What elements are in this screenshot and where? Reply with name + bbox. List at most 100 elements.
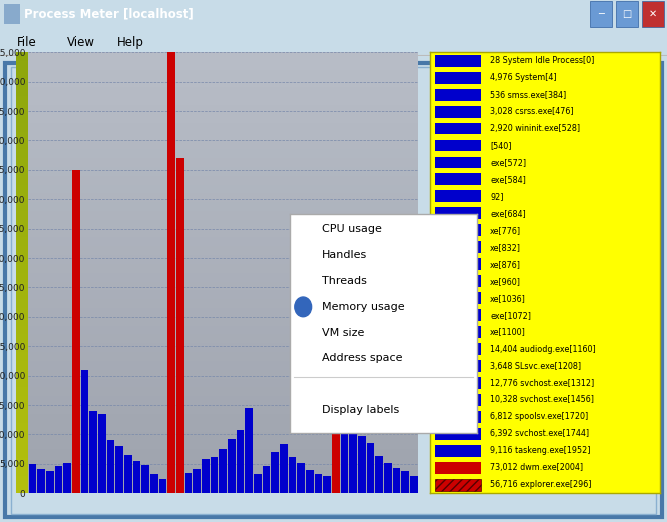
Bar <box>16 361 28 370</box>
Bar <box>28 476 418 484</box>
Bar <box>16 185 28 193</box>
Bar <box>16 317 28 326</box>
Bar <box>16 88 28 96</box>
Bar <box>16 140 28 149</box>
Bar <box>16 52 28 61</box>
Bar <box>28 61 418 70</box>
Bar <box>219 449 227 493</box>
Bar <box>28 414 418 423</box>
Bar <box>435 157 481 169</box>
Bar <box>28 96 418 105</box>
Bar <box>28 193 418 202</box>
Bar <box>435 139 481 151</box>
Bar <box>435 224 481 236</box>
Bar <box>28 290 418 299</box>
Bar <box>16 132 28 140</box>
Bar <box>435 411 481 423</box>
Bar <box>16 405 28 414</box>
Bar <box>16 96 28 105</box>
Bar <box>28 378 418 387</box>
Bar <box>16 423 28 432</box>
Bar <box>28 149 418 158</box>
Text: 536 smss.exe[384]: 536 smss.exe[384] <box>490 90 566 99</box>
Text: xe[832]: xe[832] <box>490 243 521 252</box>
Bar <box>435 394 481 406</box>
Bar <box>435 89 481 101</box>
Bar <box>133 461 140 493</box>
Bar <box>16 396 28 405</box>
Bar <box>16 432 28 441</box>
Bar <box>28 352 418 361</box>
Bar <box>4 4 20 25</box>
Text: File: File <box>17 36 37 49</box>
Bar <box>16 272 28 281</box>
Bar <box>98 414 105 493</box>
Bar <box>435 105 481 117</box>
Bar <box>55 466 62 493</box>
Bar <box>16 308 28 317</box>
Bar <box>28 176 418 185</box>
Bar <box>29 464 36 493</box>
Bar <box>16 70 28 79</box>
Bar <box>435 479 481 491</box>
Bar <box>28 308 418 317</box>
Bar <box>435 55 481 67</box>
Bar <box>16 343 28 352</box>
Text: exe[1072]: exe[1072] <box>490 311 531 319</box>
Bar <box>280 444 287 493</box>
Bar <box>306 470 313 493</box>
Bar <box>28 105 418 114</box>
Bar <box>16 167 28 176</box>
Bar <box>376 456 383 493</box>
Bar <box>435 428 481 440</box>
Bar <box>323 476 331 493</box>
Bar <box>159 479 166 493</box>
Bar <box>150 474 157 493</box>
Bar <box>435 258 481 270</box>
Bar <box>435 275 481 287</box>
Bar <box>16 352 28 361</box>
Text: CPU usage: CPU usage <box>322 224 382 234</box>
Bar <box>28 326 418 335</box>
Bar <box>245 408 253 493</box>
Bar <box>81 370 88 493</box>
Text: 9,116 taskeng.exe[1952]: 9,116 taskeng.exe[1952] <box>490 446 590 455</box>
Bar <box>16 290 28 299</box>
Text: 56,716 explorer.exe[296]: 56,716 explorer.exe[296] <box>490 480 592 489</box>
Text: 3,028 csrss.exe[476]: 3,028 csrss.exe[476] <box>490 107 574 116</box>
Bar <box>107 441 114 493</box>
Bar <box>16 211 28 220</box>
Bar <box>28 432 418 441</box>
Text: [540]: [540] <box>490 141 512 150</box>
Bar <box>37 469 45 493</box>
Text: 73,012 dwm.exe[2004]: 73,012 dwm.exe[2004] <box>490 464 583 472</box>
Text: 3,648 SLsvc.exe[1208]: 3,648 SLsvc.exe[1208] <box>490 362 581 371</box>
Bar <box>28 423 418 432</box>
Text: Help: Help <box>117 36 143 49</box>
Text: VM size: VM size <box>322 328 364 338</box>
Bar <box>228 439 235 493</box>
Text: View: View <box>67 36 95 49</box>
Bar <box>393 468 400 493</box>
Bar <box>435 191 481 203</box>
Bar <box>16 467 28 476</box>
Bar <box>28 458 418 467</box>
Text: xe[876]: xe[876] <box>490 260 521 269</box>
Text: Display labels: Display labels <box>322 405 399 415</box>
Bar <box>16 229 28 238</box>
Text: xe[1036]: xe[1036] <box>490 294 526 303</box>
Bar <box>16 79 28 88</box>
Bar <box>16 264 28 272</box>
Bar <box>358 436 366 493</box>
Bar <box>16 193 28 202</box>
Bar <box>384 462 392 493</box>
Bar <box>193 469 201 493</box>
Bar <box>435 173 481 185</box>
Bar <box>28 449 418 458</box>
Bar <box>16 370 28 378</box>
Bar <box>28 405 418 414</box>
Bar <box>16 458 28 467</box>
Bar <box>28 281 418 290</box>
Bar <box>16 378 28 387</box>
Bar <box>616 2 638 27</box>
